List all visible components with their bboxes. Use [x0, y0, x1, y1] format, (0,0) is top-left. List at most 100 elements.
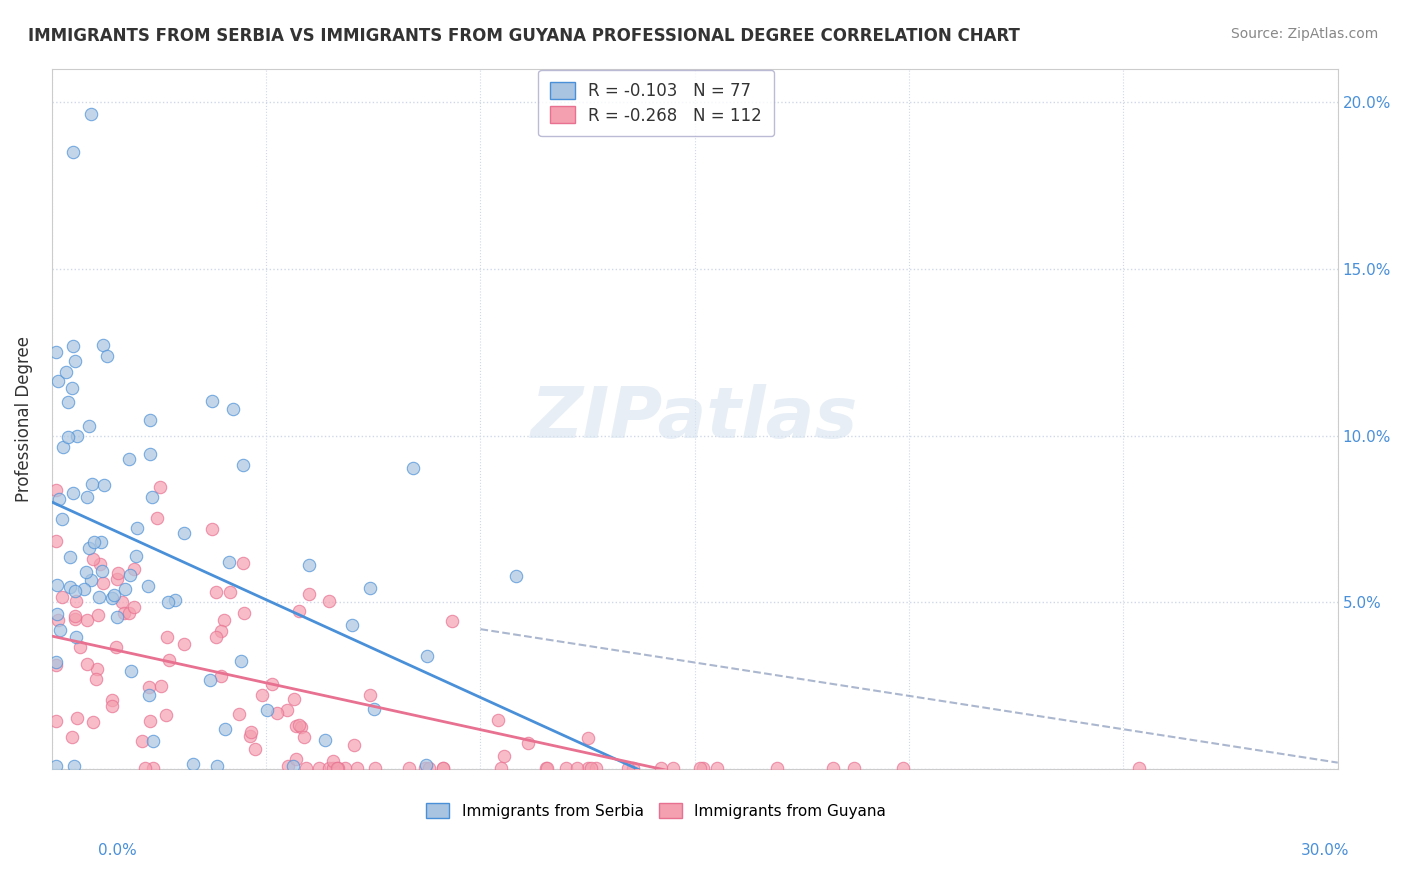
- Point: [322, 754, 344, 768]
- Point: [277, 758, 299, 772]
- Point: [201, 522, 224, 536]
- Point: [209, 669, 232, 683]
- Point: [156, 630, 179, 644]
- Point: [55, 365, 77, 379]
- Point: [59, 550, 82, 565]
- Point: [52, 440, 75, 454]
- Point: [288, 718, 311, 732]
- Point: [489, 761, 512, 775]
- Point: [66, 711, 89, 725]
- Point: [46, 613, 69, 627]
- Point: [173, 525, 195, 540]
- Point: [232, 458, 254, 473]
- Point: [49, 623, 72, 637]
- Point: [576, 761, 599, 775]
- Text: IMMIGRANTS FROM SERBIA VS IMMIGRANTS FROM GUYANA PROFESSIONAL DEGREE CORRELATION: IMMIGRANTS FROM SERBIA VS IMMIGRANTS FRO…: [28, 27, 1019, 45]
- Point: [232, 556, 254, 570]
- Point: [118, 606, 141, 620]
- Point: [63, 612, 86, 626]
- Point: [45, 657, 67, 672]
- Point: [650, 761, 672, 775]
- Legend: Immigrants from Serbia, Immigrants from Guyana: Immigrants from Serbia, Immigrants from …: [420, 797, 891, 825]
- Point: [581, 761, 603, 775]
- Point: [281, 759, 304, 773]
- Point: [63, 608, 86, 623]
- Point: [621, 761, 644, 775]
- Point: [76, 613, 98, 627]
- Point: [413, 761, 436, 775]
- Point: [318, 594, 340, 608]
- Point: [91, 575, 114, 590]
- Point: [107, 566, 129, 581]
- Point: [89, 557, 111, 571]
- Point: [62, 486, 84, 500]
- Point: [200, 673, 222, 687]
- Point: [75, 566, 97, 580]
- Point: [689, 761, 711, 775]
- Point: [288, 604, 311, 618]
- Point: [239, 725, 262, 739]
- Point: [266, 706, 288, 721]
- Point: [51, 512, 73, 526]
- Point: [159, 653, 181, 667]
- Point: [326, 761, 349, 775]
- Point: [662, 761, 685, 775]
- Point: [77, 419, 100, 434]
- Point: [416, 648, 439, 663]
- Point: [893, 761, 915, 775]
- Point: [45, 714, 67, 729]
- Point: [321, 761, 343, 775]
- Point: [86, 608, 108, 623]
- Point: [256, 703, 278, 717]
- Point: [112, 607, 135, 621]
- Point: [617, 761, 640, 775]
- Point: [124, 549, 146, 563]
- Point: [48, 491, 70, 506]
- Point: [149, 480, 172, 494]
- Point: [212, 613, 235, 627]
- Point: [432, 761, 454, 775]
- Point: [63, 584, 86, 599]
- Y-axis label: Professional Degree: Professional Degree: [15, 336, 32, 502]
- Point: [359, 688, 381, 702]
- Point: [111, 594, 134, 608]
- Point: [82, 552, 104, 566]
- Point: [45, 655, 67, 669]
- Point: [60, 381, 83, 395]
- Point: [342, 618, 364, 632]
- Point: [138, 413, 160, 427]
- Point: [77, 541, 100, 556]
- Point: [297, 587, 319, 601]
- Point: [66, 429, 89, 443]
- Point: [766, 761, 789, 775]
- Point: [90, 534, 112, 549]
- Point: [228, 707, 250, 722]
- Point: [205, 759, 228, 773]
- Point: [79, 106, 101, 120]
- Point: [82, 715, 104, 730]
- Point: [243, 742, 266, 756]
- Point: [139, 447, 162, 461]
- Point: [84, 672, 107, 686]
- Point: [73, 582, 96, 597]
- Point: [122, 600, 145, 615]
- Point: [335, 761, 357, 775]
- Point: [138, 681, 160, 695]
- Point: [314, 733, 336, 747]
- Point: [418, 761, 440, 775]
- Point: [232, 607, 254, 621]
- Point: [326, 761, 349, 775]
- Point: [486, 714, 509, 728]
- Point: [146, 510, 169, 524]
- Point: [56, 395, 79, 409]
- Point: [79, 574, 101, 588]
- Text: 30.0%: 30.0%: [1302, 843, 1350, 858]
- Point: [136, 579, 159, 593]
- Point: [209, 624, 232, 639]
- Point: [285, 752, 308, 766]
- Point: [252, 688, 274, 702]
- Point: [576, 731, 599, 745]
- Point: [141, 490, 163, 504]
- Point: [45, 534, 67, 549]
- Point: [62, 759, 84, 773]
